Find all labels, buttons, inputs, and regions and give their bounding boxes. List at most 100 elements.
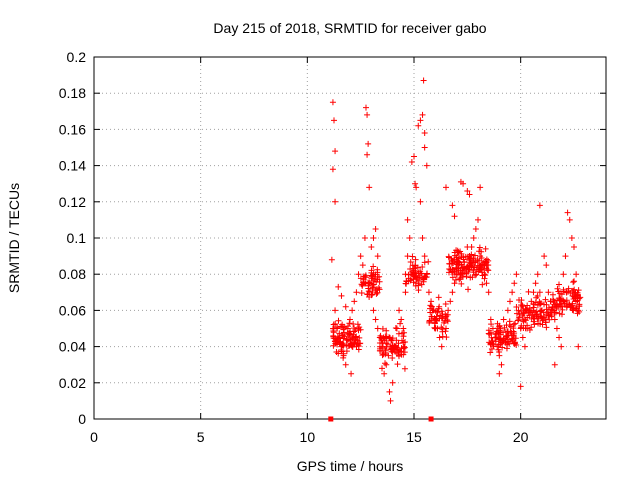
data-point [419, 263, 426, 270]
data-point [470, 235, 477, 241]
data-point [458, 250, 465, 257]
data-point [575, 343, 582, 350]
data-point [400, 325, 407, 332]
data-point [428, 303, 435, 310]
data-point [397, 320, 404, 327]
data-point [563, 289, 570, 296]
data-point [383, 361, 390, 368]
data-point [511, 280, 518, 287]
data-point [387, 397, 394, 404]
data-point [452, 276, 459, 283]
data-point [524, 322, 531, 329]
data-point [449, 202, 456, 209]
data-point [392, 324, 399, 331]
data-point [453, 265, 460, 272]
data-point [486, 331, 493, 338]
data-point [417, 117, 424, 124]
data-point [463, 273, 470, 280]
data-point [543, 301, 550, 308]
data-point [427, 302, 434, 309]
data-point [396, 307, 403, 314]
data-point [451, 256, 458, 263]
data-point [537, 300, 544, 307]
zero-markers [328, 416, 434, 422]
data-point [426, 317, 433, 324]
data-point [466, 191, 473, 198]
data-point [370, 263, 377, 270]
data-point [461, 259, 468, 266]
data-point [521, 343, 528, 350]
data-point [524, 302, 531, 309]
data-point [472, 272, 479, 279]
y-tick-label: 0.12 [59, 194, 86, 210]
data-point [405, 278, 412, 285]
data-point [367, 280, 374, 287]
data-point [368, 275, 375, 282]
data-point [349, 344, 356, 351]
data-point [506, 340, 513, 347]
data-point [511, 340, 518, 347]
data-point [462, 253, 469, 260]
data-point [543, 324, 550, 331]
data-point [352, 326, 359, 333]
data-point [481, 266, 488, 273]
data-point [425, 289, 432, 296]
data-point [363, 104, 369, 111]
data-point [481, 275, 488, 282]
data-point [356, 324, 363, 331]
data-point [328, 256, 335, 263]
data-point [335, 338, 342, 345]
data-point [342, 303, 349, 310]
data-point [468, 251, 475, 258]
data-point [521, 316, 528, 323]
data-point [494, 330, 501, 337]
data-point [386, 334, 393, 341]
data-point [329, 166, 336, 173]
data-point [373, 290, 380, 297]
data-point [333, 349, 340, 356]
data-point [432, 325, 439, 332]
data-point [354, 341, 361, 348]
data-point [453, 264, 460, 271]
data-point [573, 271, 580, 278]
data-point [405, 271, 412, 278]
data-point [488, 345, 495, 352]
data-point [332, 321, 339, 328]
data-point [442, 328, 449, 335]
data-point [570, 279, 577, 286]
data-point [457, 275, 464, 282]
data-point [458, 280, 465, 287]
data-point [523, 306, 530, 313]
x-axis-label: GPS time / hours [297, 458, 404, 474]
data-point [442, 301, 449, 308]
data-point [439, 326, 446, 333]
data-point [365, 288, 372, 295]
data-point [512, 320, 519, 327]
data-point [475, 216, 481, 223]
data-point [515, 316, 522, 323]
data-point [473, 266, 480, 273]
data-point [500, 316, 507, 323]
data-point [553, 325, 560, 332]
grid-lines [94, 57, 606, 419]
data-point [485, 330, 492, 337]
data-point [550, 298, 557, 305]
x-tick-label: 10 [300, 429, 316, 445]
y-tick-label: 0.2 [67, 49, 87, 65]
data-point [413, 273, 420, 280]
data-point [353, 289, 360, 296]
data-point [440, 319, 447, 326]
data-point [519, 303, 526, 310]
data-point [555, 303, 562, 310]
data-point [421, 259, 428, 266]
data-point [432, 325, 439, 332]
data-point [536, 301, 543, 308]
data-point [487, 349, 494, 356]
data-point [509, 289, 516, 296]
data-point [340, 354, 347, 361]
data-point [455, 255, 462, 262]
data-point [401, 365, 408, 372]
data-point [407, 265, 414, 272]
data-point [558, 291, 565, 298]
data-point [525, 288, 532, 295]
